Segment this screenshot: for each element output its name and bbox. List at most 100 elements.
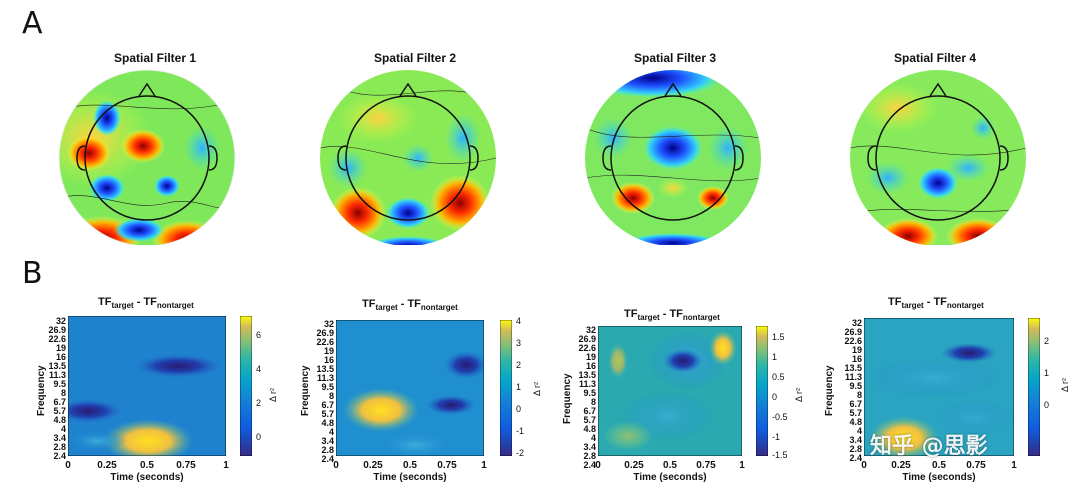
freq-tick: 11.3 <box>844 372 862 382</box>
freq-tick: 5.7 <box>321 409 334 419</box>
freq-tick: 2.8 <box>321 445 334 455</box>
freq-tick: 8 <box>60 388 66 398</box>
colorbar-tick: 0 <box>772 392 778 402</box>
freq-tick: 19 <box>851 345 862 355</box>
colorbar-tick: 1 <box>1044 368 1050 378</box>
colorbar-tick: 0 <box>516 404 522 414</box>
colorbar-tick: -1.5 <box>772 450 788 460</box>
colorbar-label: Δ r² <box>268 387 278 402</box>
freq-tick: 19 <box>323 346 334 356</box>
freq-tick: 26.9 <box>844 327 862 337</box>
colorbar-label: Δ r² <box>1060 377 1070 392</box>
colorbar-label: Δ r² <box>794 387 804 402</box>
freq-tick: 11.3 <box>578 379 596 389</box>
freq-tick: 4 <box>60 424 66 434</box>
spatial-filter-title: Spatial Filter 1 <box>113 51 197 65</box>
freq-tick: 22.6 <box>844 336 862 346</box>
time-tick: 0 <box>861 460 867 471</box>
freq-tick: 22.6 <box>48 334 66 344</box>
colorbar-tick: 0 <box>256 432 262 442</box>
colorbar-label: Δ r² <box>532 381 542 396</box>
x-axis-label: Time (seconds) <box>373 472 447 483</box>
freq-tick: 4 <box>328 427 334 437</box>
freq-tick: 22.6 <box>578 343 596 353</box>
freq-tick: 2.4 <box>53 451 66 461</box>
panel-b-label: B <box>22 256 43 291</box>
time-tick: 0 <box>65 460 71 471</box>
freq-tick: 19 <box>55 343 66 353</box>
freq-tick: 32 <box>323 319 334 329</box>
tf-panel-4: TFtarget - TFnontarget 32 26.9 22.6 19 16 13.… <box>816 292 1076 492</box>
colorbar-tick: 2 <box>516 360 522 370</box>
time-tick: 1 <box>481 460 487 471</box>
time-tick: 0.75 <box>437 460 457 471</box>
freq-ticks: 32 26.9 22.6 19 16 13.5 11.3 9.5 8 6.7 5.7 4.8 4 3.4 2… <box>564 326 596 470</box>
panel-a-label: A <box>22 6 43 41</box>
freq-tick: 13.5 <box>316 364 334 374</box>
freq-tick: 26.9 <box>48 325 66 335</box>
freq-tick: 4.8 <box>321 418 334 428</box>
tf-panel-3: TFtarget - TFnontarget 32 26.9 22.6 19 16 13.… <box>562 292 822 492</box>
spatial-filter-title: Spatial Filter 2 <box>373 51 457 65</box>
freq-tick: 5.7 <box>849 408 862 418</box>
x-axis-label: Time (seconds) <box>110 472 184 483</box>
tf-heatmap-2 <box>336 320 484 456</box>
freq-tick: 5.7 <box>583 415 596 425</box>
colorbar-tick: 0.5 <box>772 372 785 382</box>
spatial-filter-4: Spatial Filter 4 <box>820 45 1050 246</box>
freq-tick: 26.9 <box>316 328 334 338</box>
time-tick: 0.5 <box>140 460 154 471</box>
topomap-4 <box>850 70 1026 246</box>
colorbar-4 <box>1028 318 1040 456</box>
y-axis-label: Frequency <box>300 365 311 416</box>
x-axis-label: Time (seconds) <box>902 472 976 483</box>
time-tick: 0.25 <box>97 460 117 471</box>
watermark: 知乎 @思影 <box>870 434 988 459</box>
freq-tick: 16 <box>55 352 66 362</box>
colorbar-tick: 2 <box>256 398 262 408</box>
tf-title: TFtarget - TFnontarget <box>362 298 458 313</box>
colorbar-tick: 1.5 <box>772 332 785 342</box>
tf-title: TFtarget - TFnontarget <box>888 296 984 311</box>
freq-tick: 2.4 <box>849 453 862 463</box>
spatial-filter-3: Spatial Filter 3 <box>560 45 790 246</box>
time-tick: 0.25 <box>363 460 383 471</box>
time-tick: 0 <box>333 460 339 471</box>
colorbar-tick: 6 <box>256 330 262 340</box>
freq-tick: 8 <box>590 397 596 407</box>
topomap-2 <box>320 70 496 246</box>
time-tick: 1 <box>223 460 229 471</box>
time-tick: 0.25 <box>891 460 911 471</box>
colorbar-tick: 3 <box>516 338 522 348</box>
colorbar-2 <box>500 320 512 456</box>
freq-tick: 2.8 <box>849 444 862 454</box>
colorbar-tick: -0.5 <box>772 412 788 422</box>
freq-tick: 9.5 <box>583 388 596 398</box>
time-tick: 0.75 <box>176 460 196 471</box>
freq-tick: 8 <box>856 390 862 400</box>
freq-tick: 2.4 <box>321 454 334 464</box>
tf-heatmap-4 <box>864 318 1014 456</box>
colorbar-tick: 1 <box>772 352 778 362</box>
spatial-filter-title: Spatial Filter 3 <box>633 51 717 65</box>
colorbar-tick: 0 <box>1044 400 1050 410</box>
freq-tick: 22.6 <box>316 337 334 347</box>
topomap-3 <box>585 70 761 246</box>
freq-tick: 32 <box>851 318 862 328</box>
freq-tick: 9.5 <box>53 379 66 389</box>
colorbar-tick: 2 <box>1044 336 1050 346</box>
freq-tick: 3.4 <box>849 435 862 445</box>
colorbar-3 <box>756 326 768 456</box>
time-tick: 0.75 <box>966 460 986 471</box>
freq-tick: 8 <box>328 391 334 401</box>
time-tick: 1 <box>739 460 745 471</box>
freq-tick: 16 <box>323 355 334 365</box>
freq-ticks: 32 26.9 22.6 19 16 13.5 11.3 9.5 8 6.7 5.7 4.8 4 3.4 2… <box>302 320 334 464</box>
colorbar-tick: -1 <box>516 426 525 436</box>
spatial-filter-title: Spatial Filter 4 <box>893 51 977 65</box>
freq-tick: 4.8 <box>849 417 862 427</box>
freq-tick: 11.3 <box>316 373 334 383</box>
time-tick: 0.75 <box>696 460 716 471</box>
freq-tick: 2.8 <box>583 451 596 461</box>
freq-ticks: 32 26.9 22.6 19 16 13.5 11.3 9.5 8 6.7 5.7 4.8 4 3.4 2… <box>824 319 862 463</box>
